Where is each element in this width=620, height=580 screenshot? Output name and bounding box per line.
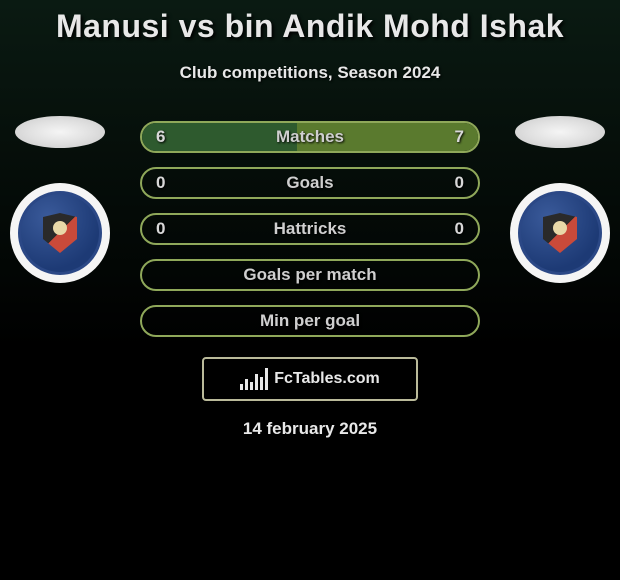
date-label: 14 february 2025: [0, 419, 620, 439]
content-area: 6 Matches 7 0 Goals 0 0 Hattricks 0 Goals per mat…: [0, 121, 620, 439]
brand-badge[interactable]: FcTables.com: [202, 357, 418, 401]
stat-label: Goals per match: [243, 265, 376, 285]
stat-value-left: 6: [156, 127, 165, 147]
comparison-card: Manusi vs bin Andik Mohd Ishak Club comp…: [0, 0, 620, 439]
page-title: Manusi vs bin Andik Mohd Ishak: [0, 8, 620, 45]
club-badge-left-inner: [18, 191, 102, 275]
shield-icon: [543, 213, 577, 253]
shield-icon: [43, 213, 77, 253]
stat-label: Min per goal: [260, 311, 360, 331]
stat-value-left: 0: [156, 173, 165, 193]
stat-row: Goals per match: [140, 259, 480, 291]
subtitle: Club competitions, Season 2024: [0, 63, 620, 83]
stats-list: 6 Matches 7 0 Goals 0 0 Hattricks 0 Goals per mat…: [140, 121, 480, 337]
stat-value-right: 0: [455, 219, 464, 239]
brand-text: FcTables.com: [274, 370, 380, 388]
country-flag-left: [15, 116, 105, 148]
stat-value-right: 0: [455, 173, 464, 193]
country-flag-right: [515, 116, 605, 148]
stat-label: Goals: [286, 173, 333, 193]
stat-row: 0 Hattricks 0: [140, 213, 480, 245]
stat-row: 0 Goals 0: [140, 167, 480, 199]
club-badge-left: [10, 183, 110, 283]
stat-value-left: 0: [156, 219, 165, 239]
club-badge-right: [510, 183, 610, 283]
stat-row: Min per goal: [140, 305, 480, 337]
stat-label: Hattricks: [274, 219, 347, 239]
player-right-column: [500, 116, 620, 283]
player-left-column: [0, 116, 120, 283]
club-badge-right-inner: [518, 191, 602, 275]
bar-chart-icon: [240, 368, 268, 390]
stat-value-right: 7: [455, 127, 464, 147]
stat-label: Matches: [276, 127, 344, 147]
stat-row: 6 Matches 7: [140, 121, 480, 153]
